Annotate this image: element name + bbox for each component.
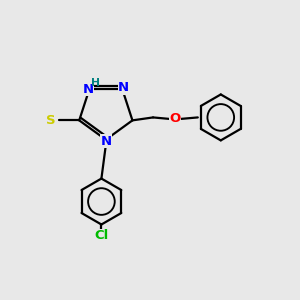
Text: N: N bbox=[118, 81, 129, 94]
Text: N: N bbox=[82, 82, 94, 96]
Text: O: O bbox=[169, 112, 181, 125]
Text: N: N bbox=[100, 135, 111, 148]
Text: S: S bbox=[46, 114, 56, 127]
Text: Cl: Cl bbox=[94, 229, 109, 242]
Text: H: H bbox=[92, 78, 100, 88]
